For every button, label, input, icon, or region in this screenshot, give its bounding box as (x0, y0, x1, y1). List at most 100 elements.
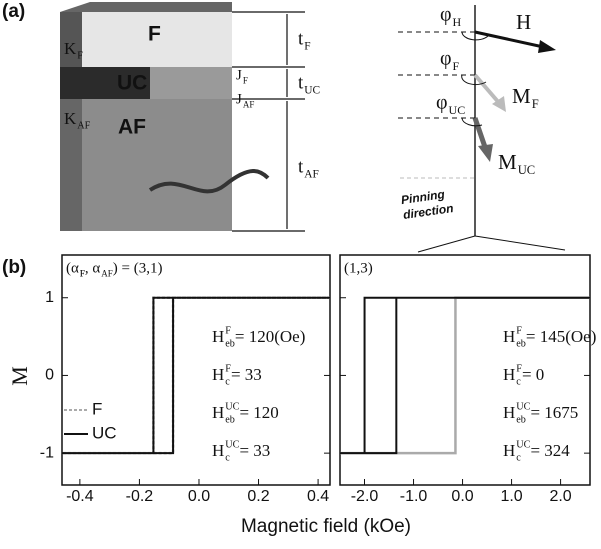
plot-frame (61, 254, 331, 486)
top-face (60, 2, 232, 12)
y-tick-label: -1 (40, 444, 54, 461)
coupling-label-sub: F (243, 75, 248, 85)
annotation-rest: = 324 (530, 441, 570, 460)
annotation: H (503, 403, 515, 422)
x-tick-label: 0.2 (247, 488, 269, 505)
annotation: H (503, 441, 515, 460)
anisotropy-label: K (64, 109, 77, 128)
af-layer (60, 99, 232, 231)
annotation: H (503, 365, 515, 384)
wave (148, 169, 270, 194)
x-tick-label: 0.0 (188, 488, 210, 505)
y-tick-label: 1 (45, 289, 54, 306)
annotation-rest: = 33 (231, 365, 262, 384)
hysteresis-loop (340, 296, 590, 455)
angle-label-sub: H (453, 15, 462, 29)
annotation: H (503, 327, 515, 346)
coupling-label-sub: AF (243, 99, 255, 109)
angle-label: φ (440, 4, 452, 26)
thickness-label: t (298, 72, 304, 93)
annotation-rest: = 0 (522, 365, 544, 384)
legend-label: UC (92, 423, 117, 442)
anisotropy-label: K (64, 39, 77, 58)
coupling-label: J (236, 67, 242, 83)
annotation-sup: UC (225, 402, 239, 413)
layer-stack (60, 2, 270, 231)
annotation-sup: UC (225, 440, 239, 451)
annotation-sup: F (225, 364, 231, 375)
anisotropy-label-sub: F (77, 50, 83, 61)
x-tick-label: 2.0 (549, 488, 571, 505)
annotation-rest: = 120(Oe) (235, 327, 305, 346)
y-tick-label: 0 (45, 367, 54, 384)
annotation-rest: = 120 (239, 403, 278, 422)
pinning-label: Pinning (400, 187, 446, 207)
corner-label-sub: AF (101, 268, 113, 278)
annotation-sup: F (225, 326, 231, 337)
x-tick-label: -2.0 (351, 488, 379, 505)
annotation: H (212, 441, 224, 460)
layer-label: F (148, 23, 161, 46)
af-side (60, 99, 82, 231)
x-tick-label: 0.4 (307, 488, 329, 505)
annotation-sub: c (516, 376, 521, 387)
angle-label: φ (440, 48, 452, 70)
thickness-label: t (298, 156, 304, 177)
annotation-sub: c (225, 376, 230, 387)
annotation-sup: F (516, 364, 522, 375)
f-side (60, 12, 82, 67)
corner-label-sub: F (80, 268, 85, 278)
x-tick-label: 0.0 (451, 488, 473, 505)
vector-label-sub: F (532, 97, 539, 111)
annotation: H (212, 403, 224, 422)
annotation-sub: c (225, 452, 230, 463)
corner-label: , α (85, 260, 101, 276)
annotation-rest: = 1675 (530, 403, 578, 422)
corner-label: (α (66, 260, 79, 276)
annotation-rest: = 145(Oe) (526, 327, 596, 346)
thickness-label-sub: F (304, 40, 310, 52)
x-tick-label: -1.0 (400, 488, 428, 505)
panel-label: (b) (2, 257, 26, 278)
thickness-label-sub: UC (304, 84, 320, 96)
x-tick-label: -0.2 (126, 488, 154, 505)
annotation-sup: UC (516, 440, 530, 451)
annotation-sub: eb (516, 414, 526, 425)
hysteresis-loop (62, 296, 330, 455)
hysteresis-loop (340, 296, 590, 455)
annotation: H (212, 365, 224, 384)
uc-front (150, 67, 232, 99)
f-layer (60, 12, 232, 67)
corner-label-sub: F (80, 268, 85, 278)
corner-label: ) = (3,1) (113, 260, 163, 276)
angle-label: φ (436, 92, 448, 114)
layer-label: UC (117, 72, 147, 95)
annotation: H (212, 327, 224, 346)
x-tick-label: -0.4 (66, 488, 94, 505)
thickness-label-sub: AF (304, 168, 319, 180)
vector-label: M (498, 150, 517, 174)
panel-label: (a) (2, 1, 25, 22)
annotation-sub: eb (225, 414, 235, 425)
annotation-sub: c (516, 452, 521, 463)
pinning-label: direction (402, 201, 454, 222)
annotation-rest: = 33 (239, 441, 270, 460)
legend-label: F (92, 399, 102, 418)
angle-diagram (398, 5, 566, 253)
vector-label: M (512, 84, 531, 108)
annotation-sub: eb (516, 338, 526, 349)
x-tick-label: 1.0 (500, 488, 522, 505)
annotation-sup: F (516, 326, 522, 337)
angle-label-sub: F (453, 59, 460, 73)
coupling-label: J (236, 91, 242, 107)
vector-label: H (516, 10, 531, 34)
layer-label: AF (118, 116, 146, 139)
plot-frame (339, 254, 591, 486)
thickness-label: t (298, 28, 304, 49)
annotation-sup: UC (516, 402, 530, 413)
annotation-sub: eb (225, 338, 235, 349)
vector-label-sub: UC (518, 163, 536, 177)
y-axis-label: M (7, 366, 32, 386)
corner-label: (1,3) (344, 260, 373, 276)
